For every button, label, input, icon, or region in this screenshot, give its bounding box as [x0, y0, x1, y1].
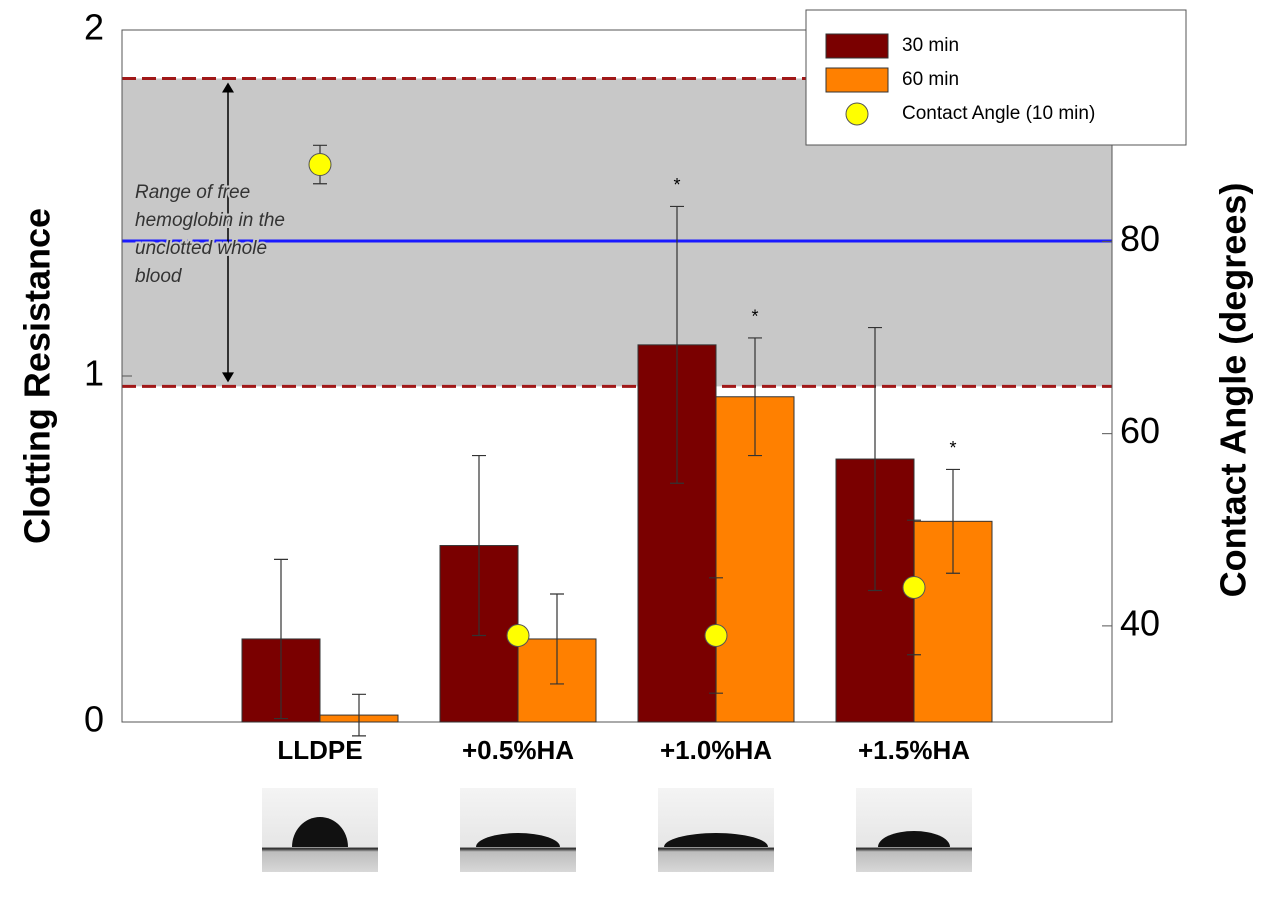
- significance-marker: *: [751, 307, 758, 327]
- chart: Clotting Resistance Contact Angle (degre…: [0, 0, 1276, 910]
- scatter-point: [903, 576, 925, 598]
- legend-swatch: [826, 68, 888, 92]
- legend-label: 60 min: [902, 69, 959, 90]
- legend-label: Contact Angle (10 min): [902, 103, 1095, 124]
- y-tick-label: 0: [84, 699, 104, 740]
- y2-tick-label: 60: [1120, 410, 1160, 451]
- scatter-point: [309, 154, 331, 176]
- x-tick-label: +0.5%HA: [462, 735, 574, 765]
- annotation: blood: [135, 266, 183, 287]
- legend-label: 30 min: [902, 35, 959, 56]
- annotation: hemoglobin in the: [135, 210, 285, 231]
- droplet-photo: [856, 788, 972, 872]
- significance-marker: *: [673, 175, 680, 195]
- x-tick-label: +1.5%HA: [858, 735, 970, 765]
- droplet-photo: [460, 788, 576, 872]
- y2-tick-label: 80: [1120, 218, 1160, 259]
- x-tick-label: +1.0%HA: [660, 735, 772, 765]
- y2-tick-label: 40: [1120, 602, 1160, 643]
- significance-marker: *: [949, 438, 956, 458]
- legend-swatch: [826, 34, 888, 58]
- annotation: unclotted whole: [135, 238, 267, 259]
- y2-axis-title: Contact Angle (degrees): [1213, 183, 1254, 598]
- y-tick-label: 2: [84, 7, 104, 48]
- y-axis-title: Clotting Resistance: [17, 208, 58, 544]
- droplet-photo: [658, 788, 774, 872]
- x-tick-label: LLDPE: [277, 735, 362, 765]
- scatter-point: [705, 625, 727, 647]
- legend-swatch: [846, 103, 868, 125]
- annotation: Range of free: [135, 182, 250, 203]
- scatter-point: [507, 625, 529, 647]
- y-tick-label: 1: [84, 353, 104, 394]
